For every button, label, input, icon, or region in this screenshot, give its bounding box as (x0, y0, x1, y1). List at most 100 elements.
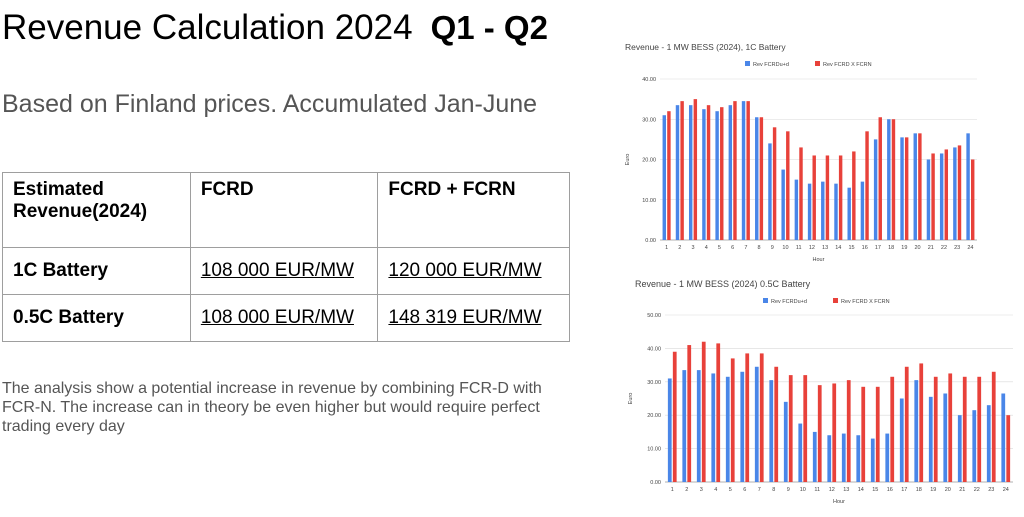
bar (662, 115, 667, 240)
chart-05c-battery: Revenue - 1 MW BESS (2024) 0.5C Battery R… (615, 274, 1015, 517)
bar (733, 101, 737, 240)
bar (944, 149, 949, 240)
x-tick-label: 17 (875, 245, 881, 251)
table-row: 1C Battery 108 000 EUR/MW 120 000 EUR/MW (2, 247, 570, 295)
chart-title: Revenue - 1 MW BESS (2024), 1C Battery (625, 42, 786, 52)
row-label-05c: 0.5C Battery (2, 294, 191, 342)
bar (783, 401, 788, 482)
bar (865, 131, 869, 240)
table-row: 0.5C Battery 108 000 EUR/MW 148 319 EUR/… (2, 294, 570, 342)
bar (891, 119, 896, 240)
x-tick-label: 8 (772, 487, 775, 493)
x-tick-label: 19 (930, 487, 936, 493)
title-text: Revenue Calculation 2024 (2, 8, 413, 47)
x-tick-label: 15 (872, 487, 878, 493)
bar (827, 435, 832, 482)
bar (706, 105, 711, 240)
bar (720, 107, 724, 240)
bar (904, 366, 909, 482)
bar (715, 111, 719, 240)
bar (741, 101, 746, 240)
title-quarter: Q1 - Q2 (430, 9, 548, 46)
bar (939, 153, 944, 240)
table-header-row: Estimated Revenue(2024) FCRD FCRD + FCRN (2, 172, 570, 248)
y-tick-label: 0.00 (645, 238, 656, 244)
chart-1c-battery: Revenue - 1 MW BESS (2024), 1C Battery Re… (615, 38, 995, 273)
x-tick-label: 22 (974, 487, 980, 493)
legend-swatch (833, 298, 838, 303)
y-tick-label: 20.00 (647, 413, 661, 419)
bar (1006, 415, 1011, 482)
bar (682, 370, 687, 482)
x-tick-label: 6 (743, 487, 746, 493)
x-axis-label: Hour (813, 257, 825, 263)
bar (904, 137, 909, 240)
bar (890, 376, 895, 482)
x-tick-label: 5 (729, 487, 732, 493)
bar (962, 376, 967, 482)
bar (781, 169, 785, 240)
bar (928, 396, 933, 482)
x-tick-label: 4 (705, 245, 708, 251)
x-tick-label: 24 (967, 245, 973, 251)
bar (740, 371, 745, 482)
bar (799, 147, 803, 240)
bar (953, 147, 957, 240)
bar (933, 376, 938, 482)
bar (812, 155, 816, 240)
x-tick-label: 16 (887, 487, 893, 493)
bar (972, 410, 977, 482)
bar (817, 385, 822, 482)
bar (759, 117, 764, 240)
bar (716, 343, 721, 482)
bar (957, 415, 962, 482)
bar (856, 435, 861, 482)
y-tick-label: 10.00 (642, 198, 656, 204)
x-tick-label: 18 (916, 487, 922, 493)
revenue-table: Estimated Revenue(2024) FCRD FCRD + FCRN… (2, 172, 570, 342)
x-tick-label: 15 (848, 245, 854, 251)
x-tick-label: 23 (988, 487, 994, 493)
bar (730, 358, 735, 482)
legend-label: Rev FCRD X FCRN (841, 299, 890, 305)
bar (728, 105, 733, 240)
bar (696, 370, 701, 482)
bar (759, 353, 764, 482)
x-tick-label: 21 (928, 245, 934, 251)
bar (755, 117, 759, 240)
x-tick-label: 17 (901, 487, 907, 493)
header-fcrd-fcrn: FCRD + FCRN (377, 172, 570, 248)
x-tick-label: 9 (771, 245, 774, 251)
bar (986, 405, 991, 482)
bar (803, 375, 808, 482)
bar (914, 380, 919, 482)
bar (711, 373, 716, 482)
bar (977, 376, 982, 482)
bar (870, 438, 875, 482)
bar (926, 159, 931, 240)
bar (918, 133, 922, 240)
bar (832, 383, 837, 482)
bar (970, 159, 975, 240)
bar (878, 117, 882, 240)
legend-label: Rev FCRD X FCRN (823, 62, 872, 68)
chart-svg: Revenue - 1 MW BESS (2024), 1C Battery Re… (625, 42, 977, 263)
bar (675, 105, 680, 240)
bar (688, 105, 693, 240)
x-tick-label: 12 (809, 245, 815, 251)
bar (900, 137, 904, 240)
bar (745, 353, 750, 482)
bar (834, 183, 838, 240)
x-tick-label: 20 (915, 245, 921, 251)
bar (825, 155, 830, 240)
x-axis-label: Hour (833, 499, 845, 505)
bar (788, 375, 793, 482)
bar (746, 101, 750, 240)
y-tick-label: 10.00 (647, 447, 661, 453)
x-tick-label: 9 (787, 487, 790, 493)
y-tick-label: 20.00 (642, 158, 656, 164)
x-tick-label: 4 (714, 487, 717, 493)
bar (772, 127, 777, 240)
bar (846, 380, 851, 482)
bar (798, 423, 803, 482)
